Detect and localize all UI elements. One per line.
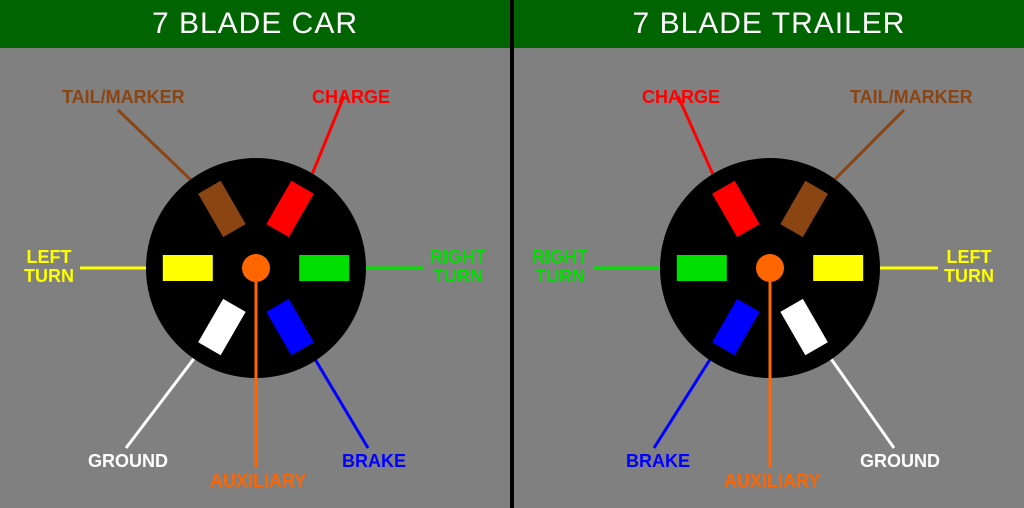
svg-wrap: [0, 48, 510, 508]
panel-title-trailer: 7 BLADE TRAILER: [514, 0, 1024, 48]
panel-title-car: 7 BLADE CAR: [0, 0, 510, 48]
blade-left: [163, 255, 213, 281]
panel-body-car: TAIL/MARKERCHARGERIGHT TURNBRAKEGROUNDLE…: [0, 48, 510, 508]
panel-trailer: 7 BLADE TRAILER CHARGETAIL/MARKERLEFT TU…: [512, 0, 1024, 508]
center-pin: [242, 254, 270, 282]
blade-right: [677, 255, 727, 281]
connector-diagram: [0, 48, 512, 508]
panel-car: 7 BLADE CAR TAIL/MARKERCHARGERIGHT TURNB…: [0, 0, 512, 508]
svg-wrap: [514, 48, 1024, 508]
blade-left: [813, 255, 863, 281]
panel-body-trailer: CHARGETAIL/MARKERLEFT TURNGROUNDBRAKERIG…: [514, 48, 1024, 508]
center-pin: [756, 254, 784, 282]
connector-diagram: [514, 48, 1024, 508]
blade-right: [299, 255, 349, 281]
diagram-container: 7 BLADE CAR TAIL/MARKERCHARGERIGHT TURNB…: [0, 0, 1024, 508]
